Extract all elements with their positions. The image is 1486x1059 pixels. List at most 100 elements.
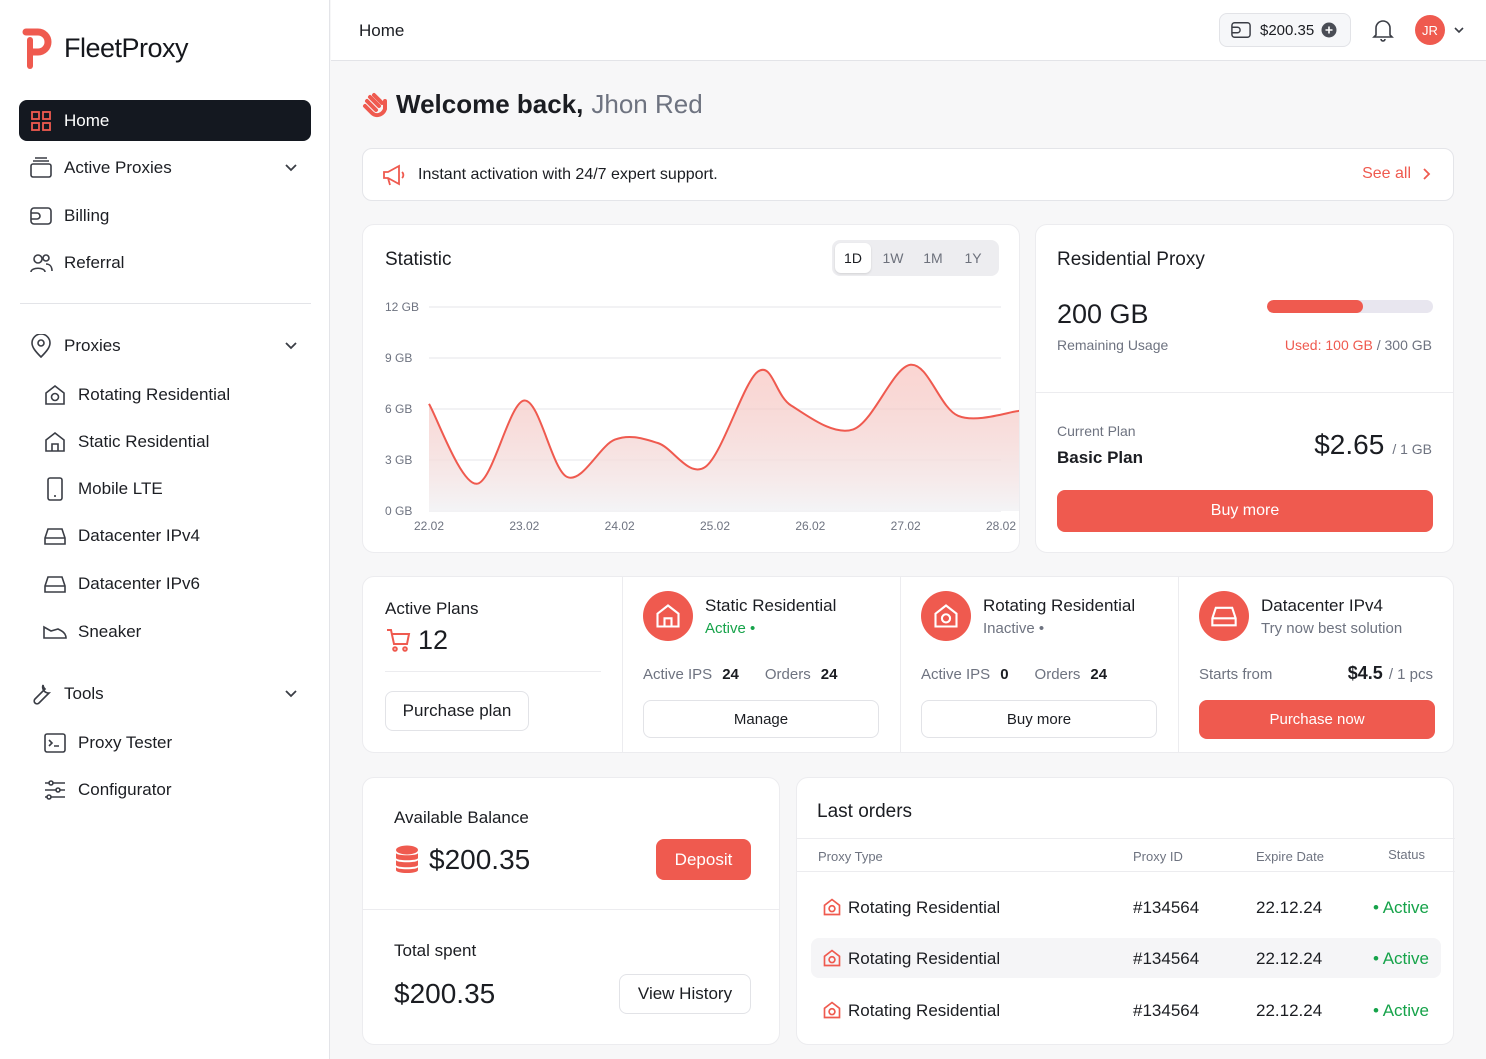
add-circle-icon[interactable] (1321, 22, 1337, 38)
home-rotate-icon (823, 1001, 841, 1019)
sidebar-item-mobile-lte[interactable]: Mobile LTE (40, 469, 310, 509)
available-balance-label: Available Balance (394, 808, 529, 827)
statistic-title: Statistic (385, 249, 452, 270)
nav-active-proxies[interactable]: Active Proxies (19, 147, 311, 188)
order-status-text: Active (1382, 949, 1429, 968)
nav-tools[interactable]: Tools (19, 673, 311, 714)
table-row[interactable]: Rotating Residential #134564 22.12.24 • Act… (811, 990, 1441, 1030)
plan-status-text: Active (705, 620, 746, 637)
range-1m[interactable]: 1M (923, 250, 943, 266)
sidebar-divider (20, 303, 311, 304)
usage-bar-fill (1267, 300, 1364, 313)
orders-table-header: Proxy Type Proxy ID Expire Date Status (797, 838, 1455, 872)
sidebar-item-configurator[interactable]: Configurator (40, 770, 310, 810)
view-history-button[interactable]: View History (619, 974, 751, 1014)
nav-home[interactable]: Home (19, 100, 311, 141)
orders-value: 24 (820, 666, 838, 683)
nav-proxies-label: Proxies (64, 335, 121, 355)
plan-label: Current Plan (1057, 423, 1136, 439)
range-1y[interactable]: 1Y (964, 250, 982, 266)
used-label: Used: 100 GB (1284, 337, 1373, 353)
nav-billing[interactable]: Billing (19, 195, 311, 236)
sidebar-item-label: Proxy Tester (78, 733, 173, 752)
order-type: Rotating Residential (848, 1001, 1001, 1020)
chevron-right-icon (1423, 168, 1431, 180)
buy-more-plan-button[interactable]: Buy more (921, 700, 1157, 738)
order-type: Rotating Residential (848, 898, 1001, 917)
welcome-greeting: Welcome back, (396, 89, 584, 119)
sidebar-item-sneaker[interactable]: Sneaker (40, 612, 310, 652)
x-tick-label: 24.02 (605, 519, 635, 533)
welcome-heading: Welcome back, Jhon Red (362, 89, 703, 120)
sidebar: FleetProxy Home Active Proxies Billing R… (0, 0, 330, 1059)
usage-bar (1267, 300, 1433, 313)
logo[interactable]: FleetProxy (22, 26, 189, 70)
sidebar-item-label: Static Residential (78, 432, 210, 451)
range-1d[interactable]: 1D (835, 243, 871, 273)
total-spent-label: Total spent (394, 941, 477, 960)
sidebar-item-static-residential[interactable]: Static Residential (40, 422, 310, 462)
home-icon (643, 591, 693, 641)
bell-icon[interactable] (1372, 18, 1394, 42)
order-status-text: Active (1382, 1001, 1429, 1020)
deposit-button[interactable]: Deposit (656, 839, 751, 880)
terminal-icon (42, 730, 68, 756)
wrench-icon (29, 682, 53, 706)
order-status: • Active (1372, 1001, 1429, 1020)
y-tick-label: 3 GB (385, 453, 412, 467)
sidebar-item-label: Datacenter IPv6 (78, 574, 200, 593)
server-icon (42, 571, 68, 597)
plan-status: Active • (705, 620, 756, 637)
server-icon (42, 523, 68, 549)
users-icon (29, 251, 53, 275)
x-tick-label: 25.02 (700, 519, 730, 533)
sidebar-item-proxy-tester[interactable]: Proxy Tester (40, 723, 310, 763)
sidebar-item-label: Rotating Residential (78, 385, 231, 404)
active-plans-panel: Active Plans 12 Purchase plan (363, 577, 623, 753)
table-row[interactable]: Rotating Residential #134564 22.12.24 • Act… (811, 887, 1441, 927)
remaining-label: Remaining Usage (1057, 337, 1169, 353)
card-divider (363, 909, 779, 910)
active-plans-title: Active Plans (385, 599, 479, 618)
orders-label: Orders (1034, 666, 1081, 683)
chevron-down-icon[interactable] (1453, 25, 1465, 35)
range-1w[interactable]: 1W (882, 250, 904, 266)
nav-proxies[interactable]: Proxies (19, 325, 311, 366)
sidebar-item-datacenter-ipv6[interactable]: Datacenter IPv6 (40, 564, 310, 604)
sidebar-item-label: Configurator (78, 780, 172, 799)
chevron-down-icon (285, 690, 297, 698)
nav-tools-label: Tools (64, 683, 104, 703)
header-balance: $200.35 (1260, 21, 1315, 39)
avatar[interactable]: JR (1415, 15, 1445, 45)
order-type: Rotating Residential (848, 949, 1001, 968)
see-all-link[interactable]: See all (1362, 165, 1431, 183)
range-selector: 1D 1W 1M 1Y (832, 240, 999, 276)
available-balance-value: $200.35 (429, 844, 531, 875)
nav-referral[interactable]: Referral (19, 242, 311, 283)
see-all-label: See all (1362, 165, 1411, 182)
order-id: #134564 (1133, 1001, 1200, 1020)
sidebar-item-datacenter-ipv4[interactable]: Datacenter IPv4 (40, 516, 310, 556)
total-spent-value: $200.35 (394, 978, 496, 1009)
plan-name: Static Residential (705, 596, 837, 615)
panel-divider (385, 671, 601, 672)
purchase-now-button[interactable]: Purchase now (1199, 700, 1435, 739)
purchase-plan-button[interactable]: Purchase plan (385, 691, 529, 731)
order-status: • Active (1372, 949, 1429, 968)
manage-button[interactable]: Manage (643, 700, 879, 738)
home-rotate-icon (823, 898, 841, 916)
y-tick-label: 0 GB (385, 504, 412, 518)
plan-stats: Active IPS 0 Orders 24 (921, 666, 1107, 683)
grid-icon (29, 109, 53, 133)
ips-label: Active IPS (921, 666, 991, 683)
x-tick-label: 27.02 (891, 519, 921, 533)
balance-pill[interactable]: $200.35 (1219, 13, 1351, 47)
buy-more-button[interactable]: Buy more (1057, 490, 1433, 532)
y-tick-label: 9 GB (385, 351, 412, 365)
table-row[interactable]: Rotating Residential #134564 22.12.24 • Act… (811, 938, 1441, 978)
active-plans-count: 12 (418, 625, 449, 655)
plan-name: Rotating Residential (983, 596, 1136, 615)
sidebar-item-rotating-residential[interactable]: Rotating Residential (40, 375, 310, 415)
x-tick-label: 26.02 (795, 519, 825, 533)
series-line (428, 363, 1019, 485)
